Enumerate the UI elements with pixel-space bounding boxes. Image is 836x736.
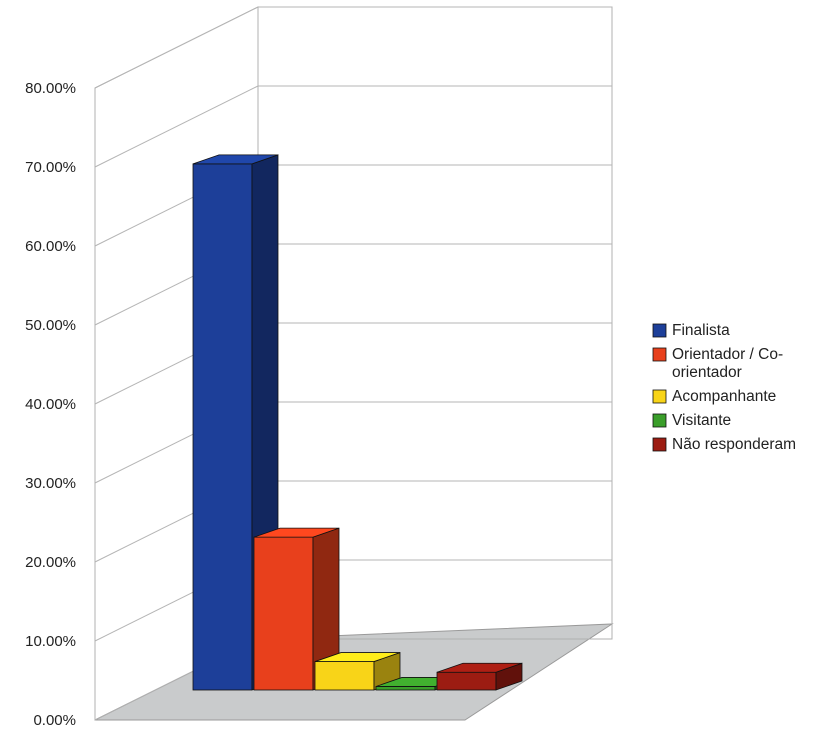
bar-top <box>314 652 401 662</box>
y-tick-label: 20.00% <box>25 554 76 571</box>
bar-front <box>192 163 253 691</box>
y-tick-label: 70.00% <box>25 159 76 176</box>
legend-swatch <box>652 413 667 428</box>
bar-top <box>436 662 523 673</box>
bar-front <box>253 536 314 691</box>
gridline-side <box>94 6 259 89</box>
bar-front <box>314 661 375 691</box>
y-tick-label: 0.00% <box>33 712 76 729</box>
legend-label: Finalista <box>672 322 730 339</box>
bar-top <box>253 527 340 538</box>
legend-swatch <box>652 437 667 452</box>
legend-swatch <box>652 347 667 362</box>
y-tick-label: 10.00% <box>25 633 76 650</box>
y-tick-label: 80.00% <box>25 80 76 97</box>
legend-label: Acompanhante <box>672 388 776 405</box>
y-tick-label: 50.00% <box>25 317 76 334</box>
legend-label: Visitante <box>672 412 731 429</box>
bar-front <box>375 686 436 691</box>
legend-label: orientador <box>672 364 742 381</box>
y-tick-label: 40.00% <box>25 396 76 413</box>
gridline-side <box>94 85 259 168</box>
y-tick-label: 30.00% <box>25 475 76 492</box>
bar-front <box>436 671 497 691</box>
legend-label: Não responderam <box>672 436 796 453</box>
bar-top <box>192 154 279 165</box>
legend-swatch <box>652 323 667 338</box>
legend-swatch <box>652 389 667 404</box>
y-tick-label: 60.00% <box>25 238 76 255</box>
legend-label: Orientador / Co- <box>672 346 783 363</box>
